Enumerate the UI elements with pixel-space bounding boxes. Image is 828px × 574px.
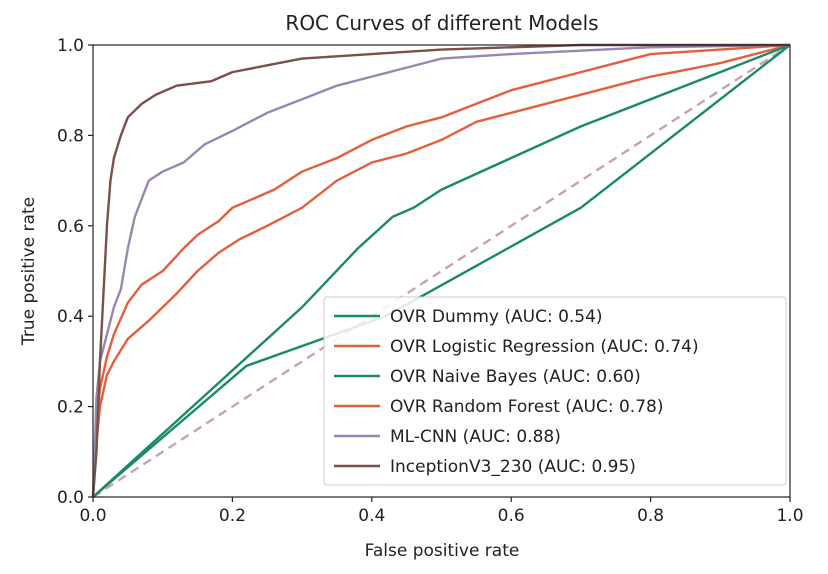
y-tick-label: 0.2 <box>57 398 84 418</box>
chart-title: ROC Curves of different Models <box>285 11 598 35</box>
y-tick-label: 0.6 <box>57 217 84 237</box>
y-tick-label: 0.4 <box>57 307 84 327</box>
x-axis-label: False positive rate <box>365 541 520 561</box>
chance-diagonal-line <box>92 43 791 499</box>
plot-frame <box>92 44 791 498</box>
legend-entry-label: OVR Random Forest (AUC: 0.78) <box>390 397 663 417</box>
legend-entry-label: InceptionV3_230 (AUC: 0.95) <box>390 457 636 477</box>
y-axis-label: True positive rate <box>19 197 39 346</box>
y-tick-label: 0.8 <box>57 126 84 146</box>
series-line-6 <box>91 43 790 498</box>
legend-entry-label: OVR Naive Bayes (AUC: 0.60) <box>390 367 641 387</box>
series-line-3 <box>92 43 791 498</box>
legend-entry-label: OVR Logistic Regression (AUC: 0.74) <box>390 337 699 357</box>
legend-entry-label: ML-CNN (AUC: 0.88) <box>390 427 561 447</box>
x-tick-label: 0.4 <box>358 506 385 526</box>
series-line-4 <box>91 43 791 498</box>
x-tick-label: 0.6 <box>498 506 525 526</box>
legend-entry-label: OVR Dummy (AUC: 0.54) <box>390 307 603 327</box>
legend: OVR Dummy (AUC: 0.54) OVR Logistic Regres… <box>323 296 787 486</box>
axes: 0.0 0.2 0.4 0.6 0.8 1.0 0.0 0.2 0.4 0.6 0.8 1.0 <box>57 36 804 526</box>
series-line-2 <box>91 43 791 498</box>
legend-box <box>323 296 787 486</box>
y-tick-label: 1.0 <box>57 36 84 56</box>
x-tick-label: 0.8 <box>637 506 664 526</box>
series-line-5 <box>91 43 791 498</box>
y-tick-label: 0.0 <box>57 488 84 508</box>
x-tick-label: 0.2 <box>219 506 246 526</box>
x-tick-label: 0.0 <box>79 506 106 526</box>
x-tick-label: 1.0 <box>776 506 803 526</box>
